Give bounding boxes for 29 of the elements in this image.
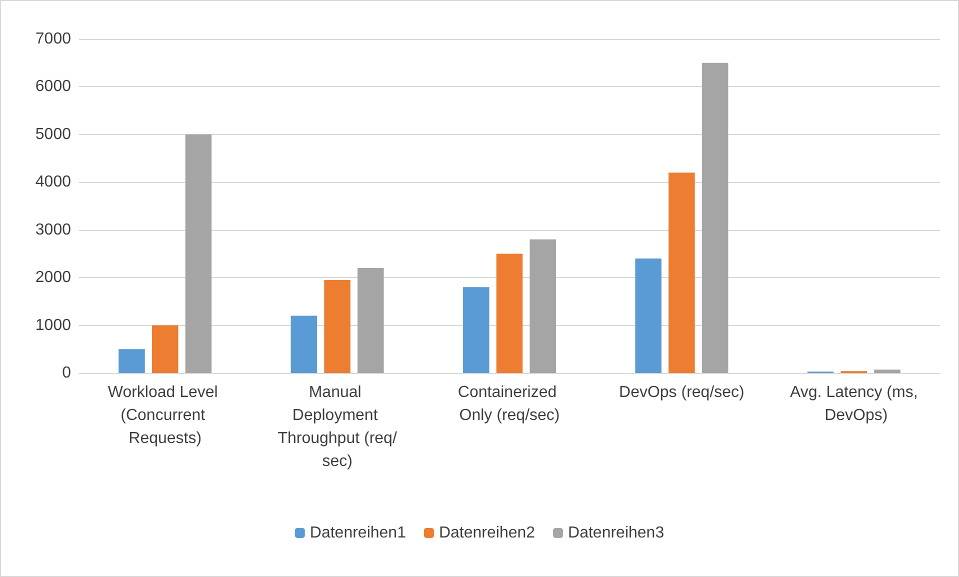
x-tick-label: Containerized Only (req/sec) [458, 384, 562, 424]
bar [702, 62, 728, 373]
x-tick-label: Workload Level (Concurrent Requests) [108, 384, 222, 447]
x-tick-label: Avg. Latency (ms, DevOps) [790, 384, 918, 424]
bar [635, 258, 662, 373]
x-tick-label: DevOps (req/sec) [619, 384, 744, 401]
bar [668, 172, 695, 373]
y-tick-label: 7000 [35, 30, 72, 48]
y-tick-label: 4000 [35, 174, 72, 191]
bar [324, 280, 350, 373]
bar [358, 268, 384, 373]
x-tick-label: Manual Deployment Throughput (req/sec) [278, 384, 398, 470]
legend-label: Datenreihen3 [568, 524, 664, 542]
bar [118, 349, 145, 373]
y-tick-label: 5000 [35, 126, 72, 143]
bar [152, 325, 178, 373]
y-tick-label: 3000 [35, 221, 72, 238]
bar [496, 254, 523, 373]
y-tick-label: 6000 [35, 78, 72, 96]
y-tick-label: 0 [62, 364, 72, 382]
bar [463, 287, 490, 373]
bar [185, 134, 212, 373]
bar [874, 370, 900, 373]
bar [530, 239, 556, 373]
bar [290, 316, 318, 373]
legend-label: Datenreihen1 [310, 524, 406, 542]
y-tick-label: 2000 [35, 269, 72, 286]
legend-label: Datenreihen2 [438, 524, 536, 542]
y-tick-label: 1000 [35, 316, 72, 334]
